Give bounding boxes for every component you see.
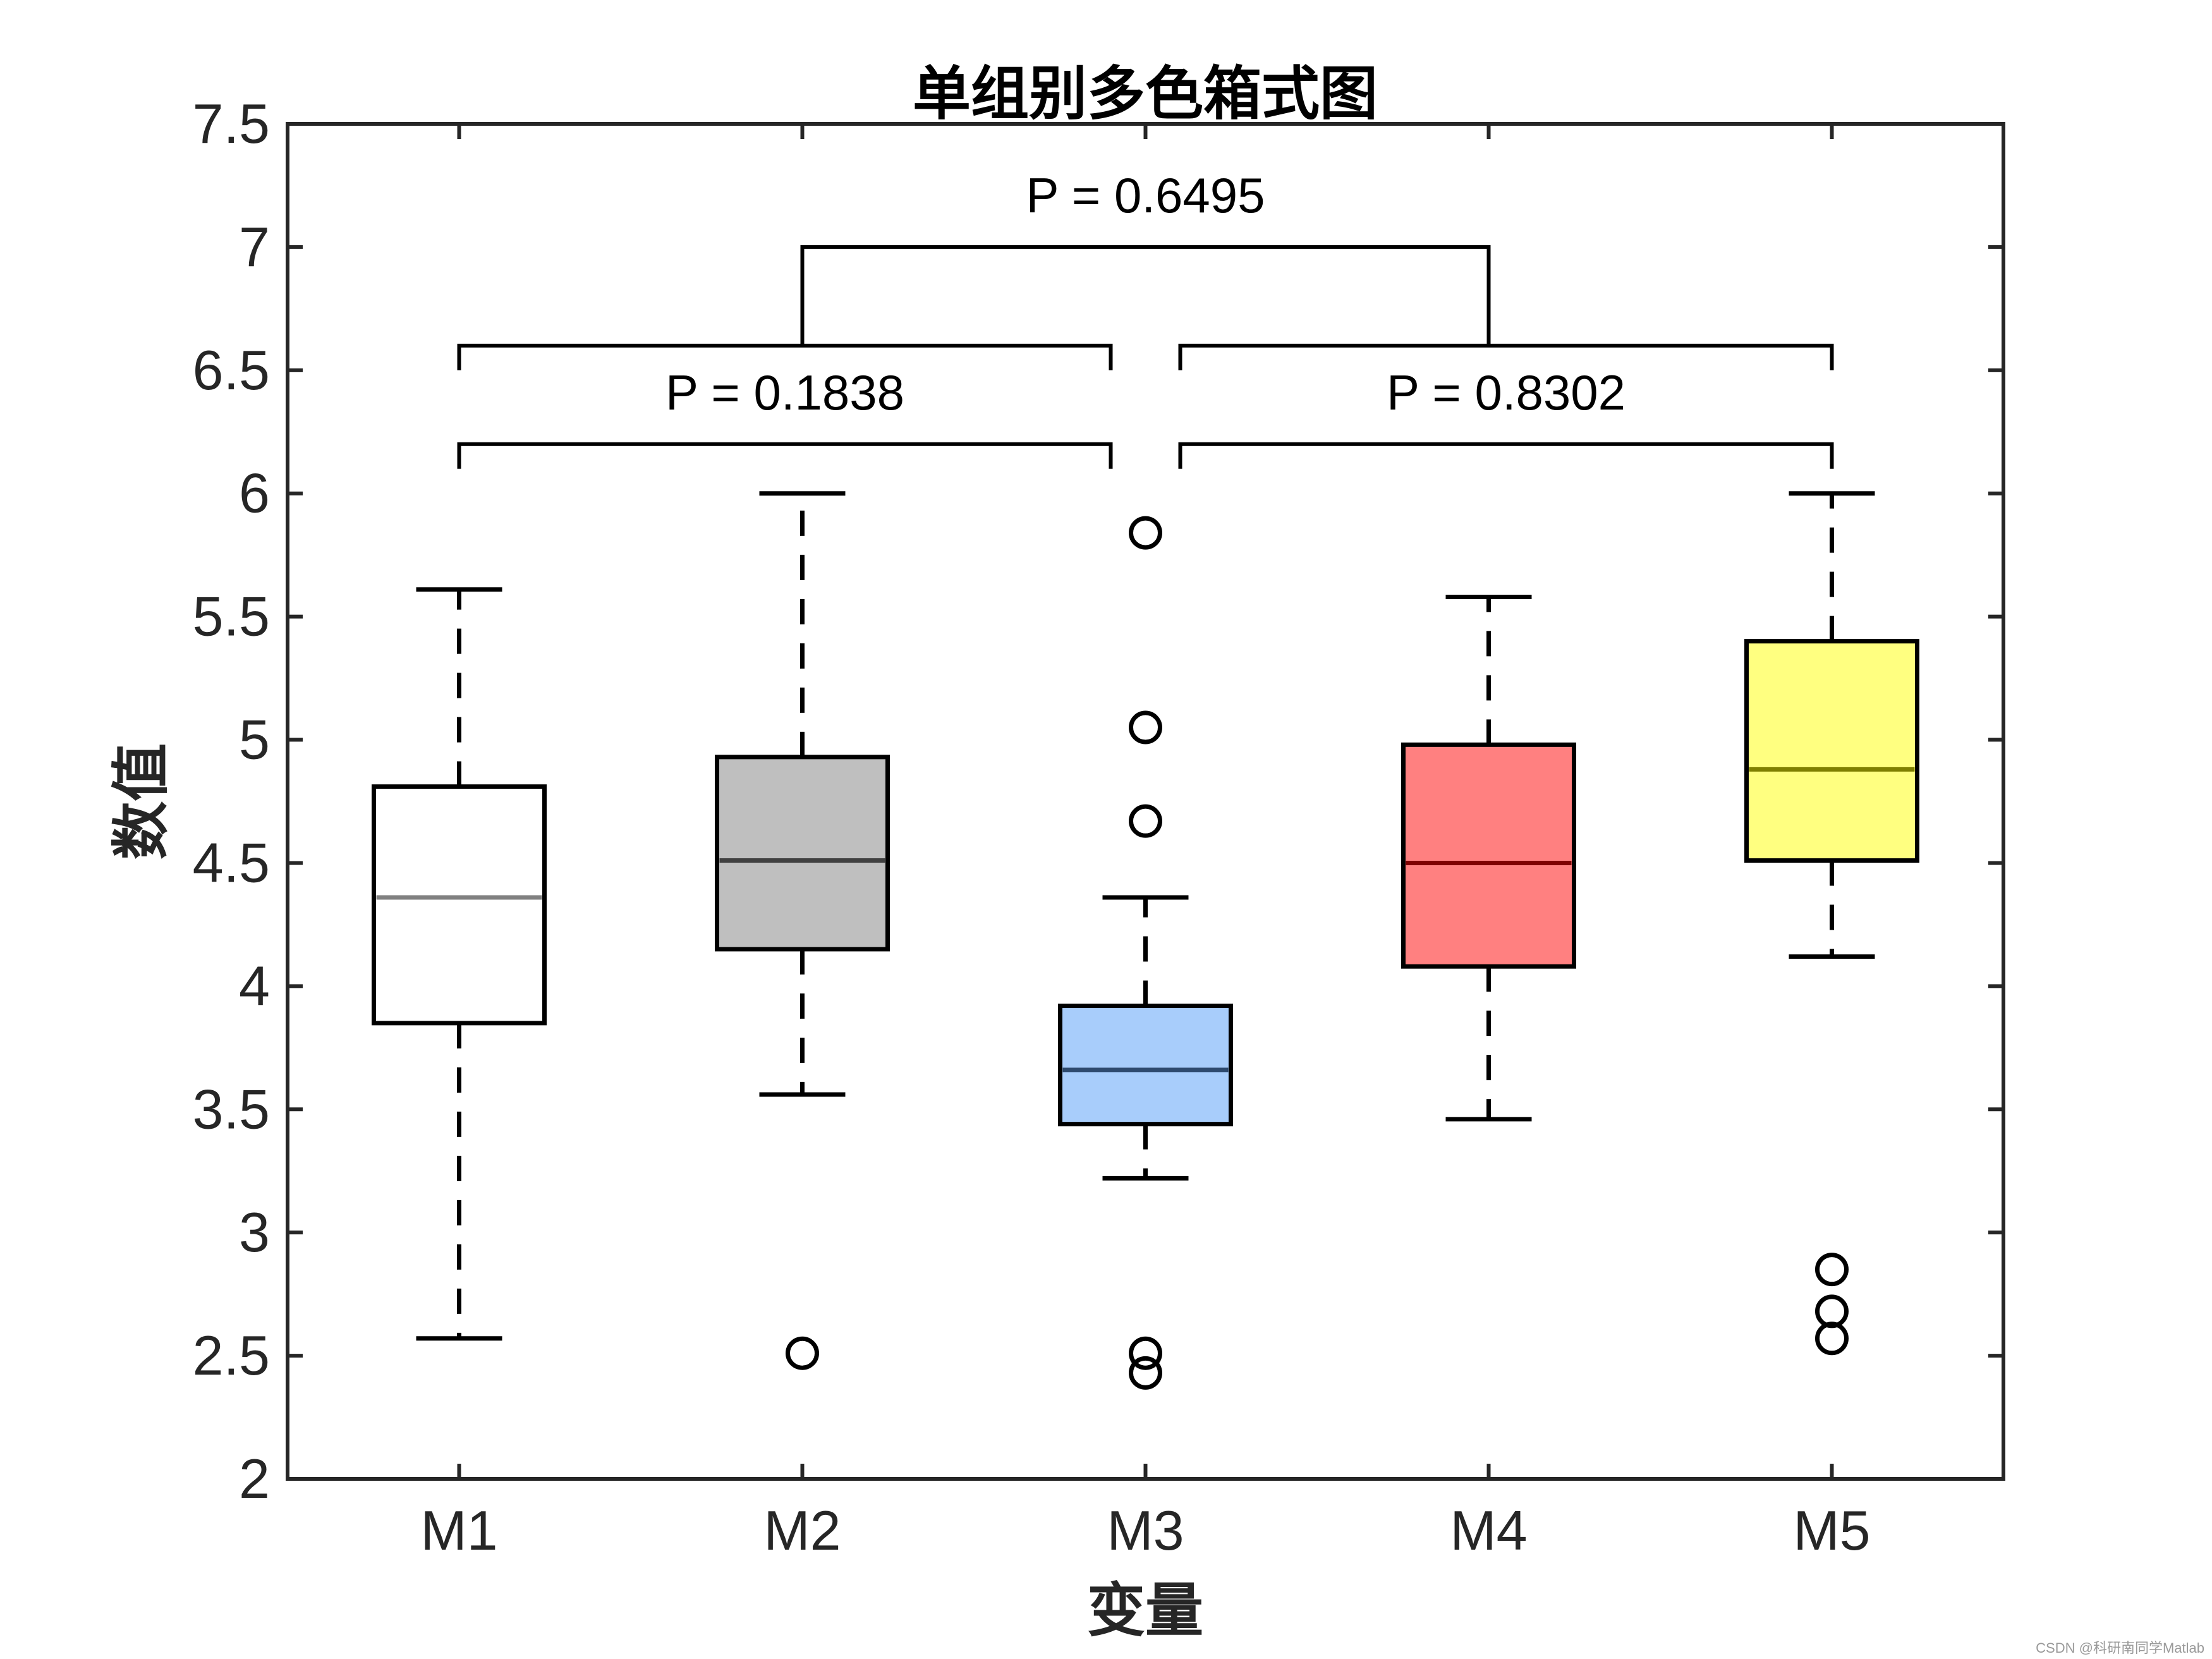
outlier-m3 [1129,804,1162,838]
x-tick-label-m1: M1 [420,1499,497,1562]
y-tick-label: 6.5 [193,339,270,401]
x-tick-label-m4: M4 [1450,1499,1527,1562]
box-m5 [1744,639,1919,863]
outlier-m3 [1129,516,1162,550]
x-tick-label-m5: M5 [1793,1499,1870,1562]
outlier-m3 [1129,1336,1162,1370]
box-m4 [1401,742,1576,969]
outlier-m5 [1815,1322,1849,1356]
outlier-m3 [1129,710,1162,744]
box-m3 [1058,1004,1233,1127]
x-tick-label-m3: M3 [1107,1499,1184,1562]
watermark: CSDN @科研南同学Matlab [2036,1640,2204,1656]
significance-bracket [1178,442,1834,469]
y-tick-label: 7.5 [193,92,270,155]
y-tick-label: 5.5 [193,585,270,648]
x-tick-label-m2: M2 [763,1499,841,1562]
outlier-m3 [1129,1356,1162,1390]
y-tick-label: 2.5 [193,1324,270,1387]
outlier-m5 [1815,1253,1849,1287]
p-value-label: P = 0.8302 [1387,365,1626,420]
y-tick-label: 3 [239,1201,270,1263]
y-tick-label: 2 [239,1447,270,1510]
chart-title: 单组别多色箱式图 [913,59,1378,128]
p-value-label: P = 0.1838 [665,365,904,420]
y-tick-label: 4 [239,954,270,1017]
significance-bracket [457,442,1113,469]
box-m1 [372,784,547,1026]
outlier-m2 [786,1336,819,1370]
plot-area: 2 2.5 3 3.5 4 4.5 5 5.5 6 6.5 7 7.5 M1 M2 M3 M4 M5 P = 0.… [193,92,2005,1562]
x-axis-label: 变量 [1087,1576,1203,1644]
significance-bracket [800,245,1491,346]
p-value-label: P = 0.6495 [1026,167,1265,223]
y-tick-label: 6 [239,462,270,525]
significance-bracket [1178,343,1834,370]
y-axis-label: 数值 [107,743,175,860]
y-tick-label: 3.5 [193,1078,270,1140]
significance-bracket [457,343,1113,370]
y-tick-label: 7 [239,216,270,278]
y-tick-label: 5 [239,708,270,771]
outlier-m5 [1815,1294,1849,1328]
y-tick-label: 4.5 [193,831,270,894]
box-m2 [715,755,890,952]
